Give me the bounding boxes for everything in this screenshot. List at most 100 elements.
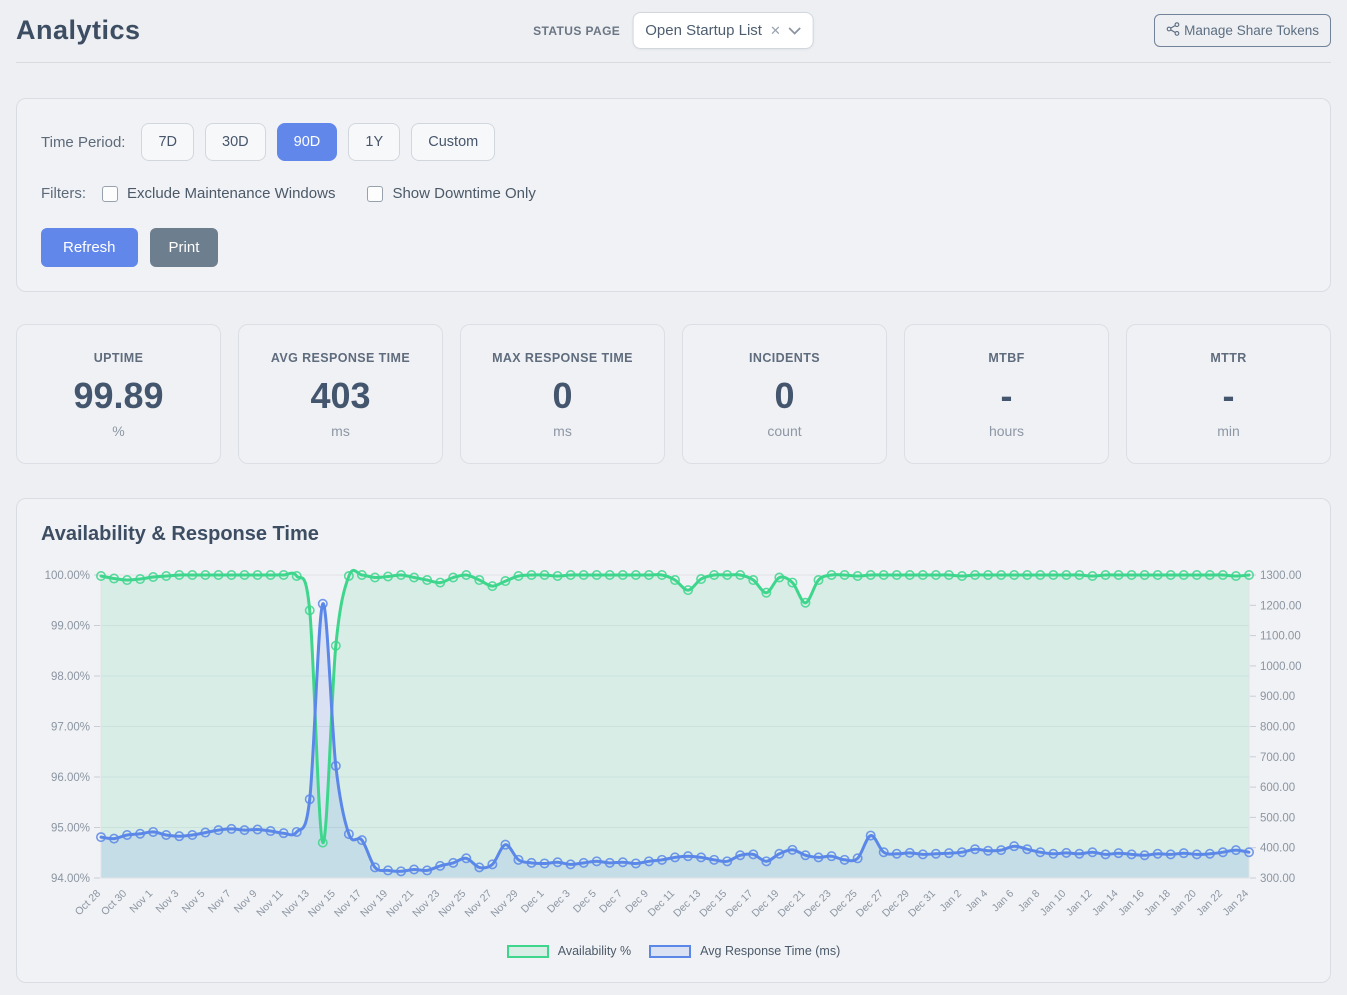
svg-text:Oct 30: Oct 30	[99, 888, 129, 918]
stat-label: MTTR	[1210, 351, 1247, 365]
stat-card-avg-response-time: AVG RESPONSE TIME 403 ms	[238, 324, 443, 464]
time-period-row: Time Period: 7D 30D 90D 1Y Custom	[41, 123, 1306, 161]
stat-card-max-response-time: MAX RESPONSE TIME 0 ms	[460, 324, 665, 464]
chevron-down-icon	[788, 27, 801, 35]
svg-text:Nov 27: Nov 27	[462, 888, 494, 920]
svg-text:700.00: 700.00	[1260, 752, 1295, 764]
svg-text:Nov 23: Nov 23	[410, 888, 442, 920]
svg-text:100.00%: 100.00%	[45, 570, 90, 582]
time-period-button-custom[interactable]: Custom	[411, 123, 496, 161]
stat-value: -	[1000, 375, 1013, 416]
manage-share-tokens-label: Manage Share Tokens	[1184, 22, 1319, 38]
svg-text:95.00%: 95.00%	[51, 823, 90, 835]
svg-text:Nov 25: Nov 25	[436, 888, 468, 920]
svg-text:1100.00: 1100.00	[1260, 631, 1301, 643]
stat-label: INCIDENTS	[749, 351, 820, 365]
stat-unit: min	[1217, 423, 1240, 439]
stats-row: UPTIME 99.89% AVG RESPONSE TIME 403 ms MAX RE…	[16, 324, 1331, 464]
print-button[interactable]: Print	[149, 228, 219, 267]
stat-label: MTBF	[988, 351, 1025, 365]
svg-text:900.00: 900.00	[1260, 691, 1295, 703]
filter-checkbox-0[interactable]: Exclude Maintenance Windows	[102, 185, 335, 202]
stat-card-mtbf: MTBF - hours	[904, 324, 1109, 464]
legend-item-avg-response-time-ms-[interactable]: Avg Response Time (ms)	[649, 944, 840, 958]
filters-panel: Time Period: 7D 30D 90D 1Y Custom Filters: E…	[16, 98, 1331, 292]
svg-text:Dec 7: Dec 7	[597, 888, 625, 916]
svg-text:Dec 15: Dec 15	[697, 888, 729, 920]
svg-text:Dec 13: Dec 13	[671, 888, 703, 920]
svg-text:Jan 24: Jan 24	[1220, 888, 1251, 919]
svg-text:Nov 29: Nov 29	[489, 888, 521, 920]
legend-item-availability-[interactable]: Availability %	[506, 944, 631, 958]
stat-value: 99.89	[73, 375, 164, 416]
stat-label: AVG RESPONSE TIME	[270, 351, 411, 365]
checkbox-icon[interactable]	[102, 185, 118, 202]
svg-text:Dec 31: Dec 31	[906, 888, 938, 920]
svg-text:500.00: 500.00	[1260, 812, 1295, 824]
time-period-button-30d[interactable]: 30D	[205, 123, 266, 161]
stat-value: 403	[310, 375, 371, 416]
time-period-button-7d[interactable]: 7D	[141, 123, 195, 161]
stat-value: 0	[552, 375, 573, 416]
checkbox-label: Exclude Maintenance Windows	[127, 185, 336, 202]
stat-unit: hours	[988, 423, 1025, 439]
stat-label: MAX RESPONSE TIME	[492, 351, 633, 365]
time-period-button-1y[interactable]: 1Y	[348, 123, 401, 161]
status-page-select[interactable]: Open Startup List ✕	[632, 12, 814, 49]
svg-text:Dec 27: Dec 27	[854, 888, 886, 920]
filter-checkbox-1[interactable]: Show Downtime Only	[367, 185, 536, 202]
status-page-picker: STATUS PAGE Open Startup List ✕	[533, 12, 814, 49]
svg-text:400.00: 400.00	[1260, 843, 1295, 855]
checkbox-label: Show Downtime Only	[392, 185, 536, 202]
status-page-selected-value: Open Startup List	[645, 22, 762, 39]
stat-card-uptime: UPTIME 99.89%	[16, 324, 221, 464]
legend-label: Avg Response Time (ms)	[700, 944, 841, 958]
svg-text:Dec 3: Dec 3	[545, 888, 573, 916]
svg-text:Dec 1: Dec 1	[519, 887, 547, 915]
svg-text:Nov 13: Nov 13	[280, 888, 312, 920]
svg-text:600.00: 600.00	[1260, 782, 1295, 794]
svg-text:Jan 10: Jan 10	[1038, 888, 1069, 919]
svg-text:Jan 2: Jan 2	[937, 888, 964, 915]
svg-text:Dec 11: Dec 11	[646, 888, 678, 920]
svg-text:Jan 20: Jan 20	[1168, 888, 1199, 919]
svg-text:Nov 19: Nov 19	[358, 888, 390, 920]
svg-text:Dec 29: Dec 29	[880, 888, 912, 920]
filters-label: Filters:	[41, 185, 86, 202]
svg-text:99.00%: 99.00%	[51, 621, 90, 633]
svg-text:Dec 5: Dec 5	[571, 888, 599, 916]
time-period-button-90d[interactable]: 90D	[276, 123, 338, 161]
filters-row: Filters: Exclude Maintenance Windows Show…	[41, 185, 1306, 202]
svg-text:Dec 17: Dec 17	[723, 888, 755, 920]
time-period-buttons: 7D 30D 90D 1Y Custom	[141, 123, 506, 161]
svg-text:1000.00: 1000.00	[1260, 661, 1302, 673]
stat-unit: ms	[553, 423, 572, 439]
legend-swatch	[649, 944, 692, 958]
time-period-label: Time Period:	[41, 133, 126, 151]
svg-text:Oct 28: Oct 28	[73, 888, 103, 918]
chart-title: Availability & Response Time	[41, 523, 319, 545]
manage-share-tokens-button[interactable]: Manage Share Tokens	[1154, 13, 1331, 47]
stat-unit: count	[767, 423, 802, 439]
status-page-label: STATUS PAGE	[533, 23, 621, 38]
svg-text:Nov 17: Nov 17	[332, 888, 364, 920]
page-title: Analytics	[16, 14, 141, 45]
svg-text:1300.00: 1300.00	[1260, 570, 1302, 582]
stat-label: UPTIME	[93, 351, 144, 365]
checkbox-icon[interactable]	[367, 185, 384, 202]
svg-text:Dec 25: Dec 25	[828, 888, 860, 920]
clear-selection-icon[interactable]: ✕	[769, 23, 781, 38]
refresh-button[interactable]: Refresh	[41, 228, 138, 267]
chart-panel: Availability & Response Time 100.00% 99.0…	[16, 498, 1331, 983]
header-divider	[16, 62, 1331, 63]
svg-text:98.00%: 98.00%	[51, 671, 90, 683]
header: Analytics STATUS PAGE Open Startup List …	[16, 0, 1331, 52]
share-icon	[1166, 21, 1180, 39]
svg-text:Nov 3: Nov 3	[154, 888, 182, 916]
svg-text:Jan 16: Jan 16	[1116, 888, 1147, 919]
stat-value: 0	[774, 375, 795, 416]
legend-swatch	[506, 944, 549, 958]
stat-card-incidents: INCIDENTS 0 count	[682, 324, 887, 464]
stat-unit: %	[112, 423, 125, 439]
